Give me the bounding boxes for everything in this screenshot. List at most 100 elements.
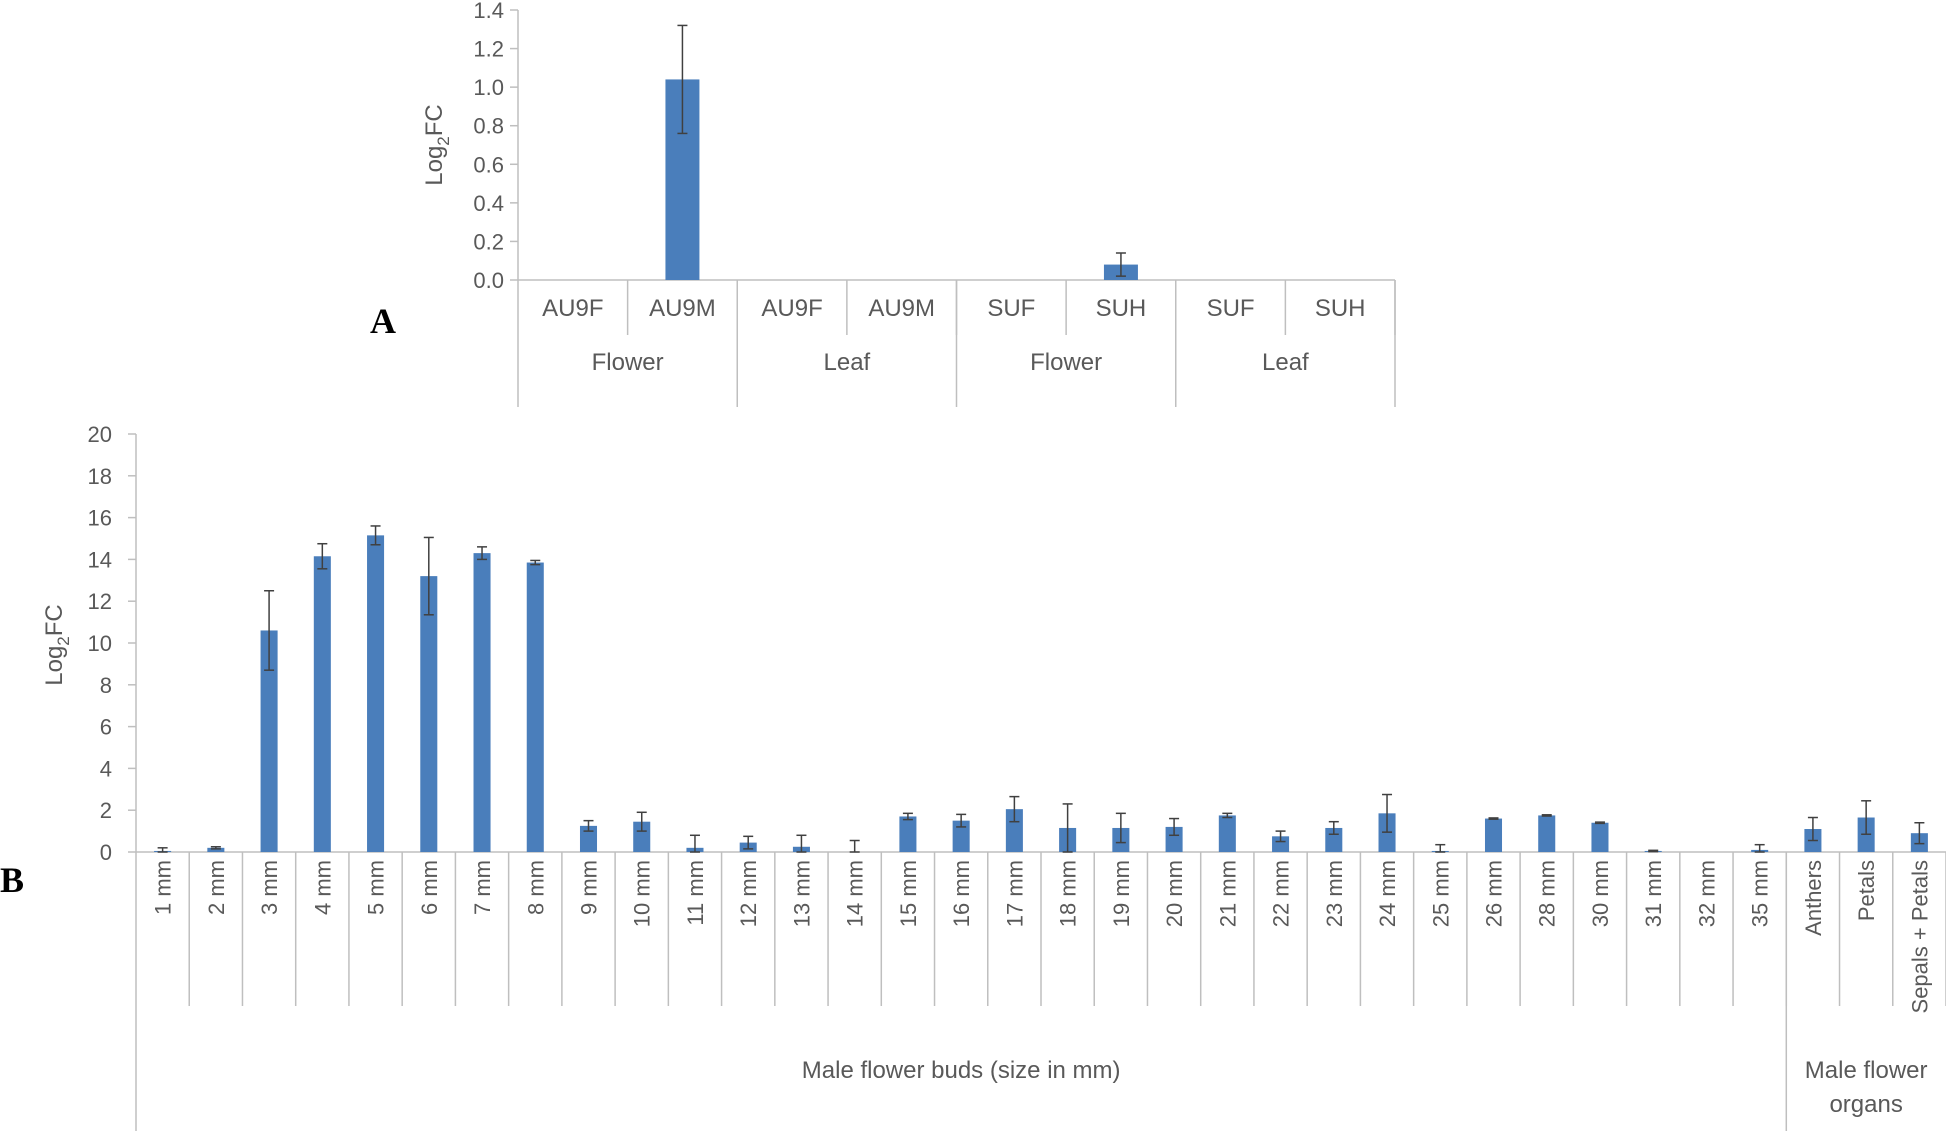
error-bar [1807,816,1818,842]
category-label: 17 mm [1002,860,1027,927]
error-bar [743,835,754,850]
error-bar [1488,817,1499,820]
bar [260,630,278,852]
y-tick-label: 4 [100,756,112,781]
error-bar [1115,252,1126,277]
error-bar [1914,821,1925,845]
panel-letter: B [0,860,24,900]
bar [579,825,598,852]
category-label: 5 mm [364,860,389,915]
category-label: Petals [1854,860,1879,921]
bar [1165,826,1183,852]
error-bar [956,813,967,828]
category-label: AU9M [649,295,716,322]
y-tick-label: 6 [100,715,112,740]
category-label: 8 mm [523,860,548,915]
bar [526,562,544,852]
error-bar [1754,843,1765,853]
y-tick-label: 0.6 [473,152,504,177]
y-axis-title-main: Log [421,146,448,186]
error-bar [210,846,221,850]
y-axis-title: Log2FC [41,604,73,686]
category-label: 14 mm [843,860,868,927]
y-tick-label: 1.4 [473,0,504,23]
category-label: 23 mm [1322,860,1347,927]
bar [1538,815,1556,852]
y-tick-label: 16 [88,506,112,531]
category-label: 3 mm [257,860,282,915]
bar [1272,836,1290,852]
bar [1005,809,1023,852]
bar [952,820,970,852]
y-tick-label: 0.8 [473,114,504,139]
panel-b-chart: 0 2 4 6 8 10 12 14 16 18 20 Male flower buds (size … [0,422,1946,1131]
category-label: AU9F [761,295,822,322]
error-bar [157,847,168,853]
error-bar [1382,793,1393,833]
error-bar [477,546,488,561]
y-axis-title-sub: 2 [434,136,453,145]
error-bar [583,819,594,832]
category-label: 9 mm [577,860,602,915]
category-label: Anthers [1801,860,1826,936]
y-tick-label: 1.0 [473,75,504,100]
error-bar [1115,812,1126,844]
category-label: Sepals + Petals [1907,860,1932,1013]
y-axis-title: Log2FC [421,104,453,186]
y-tick-label: 12 [88,589,112,614]
error-bar [370,525,381,546]
bar [207,847,225,852]
category-label: 2 mm [204,860,229,915]
error-bar [902,812,913,821]
error-bar [1169,817,1180,837]
y-tick-label: 0.2 [473,229,504,254]
error-bar [1275,830,1286,843]
y-tick-label: 0.0 [473,268,504,293]
error-bar [423,536,434,616]
error-bar [796,834,807,853]
category-label: 11 mm [683,860,708,926]
category-label: 22 mm [1269,860,1294,927]
group-label: Leaf [824,349,871,376]
category-label: 24 mm [1375,860,1400,927]
bar [313,556,331,852]
error-bar [677,24,688,135]
category-label: 12 mm [736,860,761,927]
error-bar [1648,849,1659,853]
category-label: 35 mm [1748,860,1773,927]
error-bar [530,559,541,566]
group-label: Male flower organs [1805,1057,1928,1118]
y-tick-label: 18 [88,464,112,489]
bar [367,535,385,852]
category-label: 31 mm [1641,860,1666,927]
category-label: SUF [1207,295,1255,322]
y-tick-label: 10 [88,631,112,656]
category-label: 15 mm [896,860,921,927]
error-bar [1328,820,1339,835]
y-axis-title-tail: FC [41,604,68,636]
category-label: 16 mm [949,860,974,927]
error-bar [1435,843,1446,853]
error-bar [317,542,328,570]
panel-letter: A [370,301,396,341]
bar [1484,818,1503,852]
bar [420,576,438,852]
y-tick-label: 14 [88,547,112,572]
bar [1218,815,1236,852]
error-bar [1594,821,1605,825]
error-bar [1062,803,1073,853]
category-label: 1 mm [151,860,176,915]
error-bar [1009,795,1020,823]
category-label: 26 mm [1482,860,1507,927]
category-label: 10 mm [630,860,655,927]
y-tick-label: 2 [100,798,112,823]
bar [633,821,651,852]
category-label: 20 mm [1162,860,1187,927]
error-bar [1541,814,1552,817]
y-tick-label: 0.4 [473,191,504,216]
category-label: AU9M [868,295,935,322]
error-bar [849,839,860,853]
category-label: 6 mm [417,860,442,915]
y-tick-label: 20 [88,422,112,447]
